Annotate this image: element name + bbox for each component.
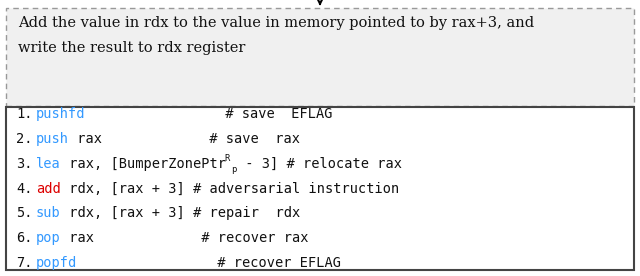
- Text: rdx, [rax + 3] # repair  rdx: rdx, [rax + 3] # repair rdx: [61, 206, 300, 221]
- Text: 6.: 6.: [16, 231, 33, 245]
- Text: rax, [BumperZonePtr: rax, [BumperZonePtr: [61, 157, 225, 171]
- Text: 3.: 3.: [16, 157, 33, 171]
- Text: add: add: [36, 182, 61, 196]
- Text: popfd: popfd: [36, 256, 77, 270]
- Text: - 3] # relocate rax: - 3] # relocate rax: [237, 157, 402, 171]
- Text: 5.: 5.: [16, 206, 33, 221]
- Text: pushfd: pushfd: [36, 107, 86, 121]
- Text: Add the value in rdx to the value in memory pointed to by rax+3, and: Add the value in rdx to the value in mem…: [18, 16, 534, 30]
- Text: pop: pop: [36, 231, 61, 245]
- Text: lea: lea: [36, 157, 61, 171]
- Text: sub: sub: [36, 206, 61, 221]
- Text: 1.: 1.: [16, 107, 33, 121]
- Text: rax             # recover rax: rax # recover rax: [61, 231, 308, 245]
- Text: R: R: [224, 154, 230, 163]
- Text: 7.: 7.: [16, 256, 33, 270]
- Text: rdx, [rax + 3] # adversarial instruction: rdx, [rax + 3] # adversarial instruction: [61, 182, 399, 196]
- Text: rax             # save  rax: rax # save rax: [68, 132, 300, 146]
- Text: 2.: 2.: [16, 132, 33, 146]
- Text: write the result to rdx register: write the result to rdx register: [18, 41, 245, 55]
- Text: push: push: [36, 132, 69, 146]
- FancyBboxPatch shape: [6, 8, 634, 106]
- Text: p: p: [232, 165, 237, 174]
- FancyBboxPatch shape: [6, 107, 634, 270]
- Text: 4.: 4.: [16, 182, 33, 196]
- Text: # save  EFLAG: # save EFLAG: [85, 107, 333, 121]
- Text: # recover EFLAG: # recover EFLAG: [77, 256, 341, 270]
